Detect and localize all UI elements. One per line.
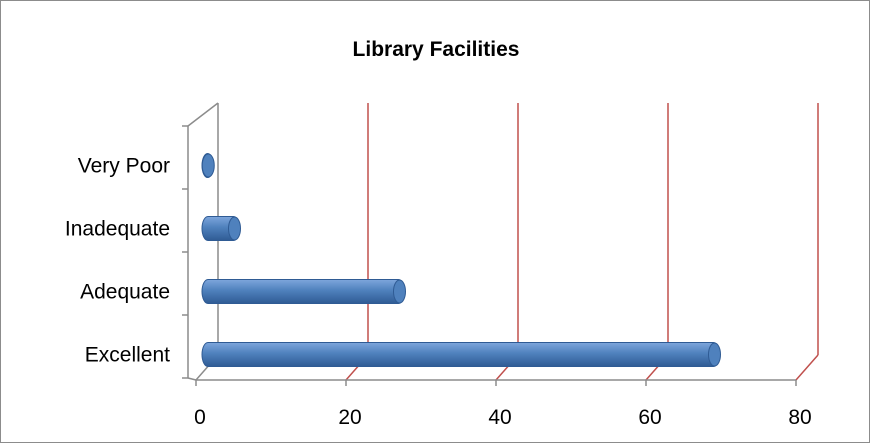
bar [201,216,241,241]
gridline-floor [795,354,819,381]
bar [201,279,406,304]
tick-labels: 0 20 40 60 80 Excellent Adequate Inadequate Very… [65,155,812,430]
y-axis-bottom-line [187,377,197,381]
y-tick-label: Inadequate [65,218,170,241]
x-tick-label: 40 [488,406,511,429]
bar-body [201,342,720,367]
bar-body [201,279,405,304]
x-tick-label: 20 [338,406,361,429]
bar-cap [228,216,241,241]
bar-cap [708,342,721,367]
bar-cap [201,153,215,178]
bar [201,153,215,178]
x-tick-label: 0 [194,406,206,429]
bar [201,342,721,367]
y-tick-label: Very Poor [78,155,170,178]
chart-title: Library Facilities [352,38,520,61]
x-tick-label: 80 [788,406,811,429]
y-axis-top-line [187,102,219,127]
gridlines [345,103,819,381]
y-tick-label: Adequate [80,281,170,304]
y-tick-label: Excellent [85,344,170,367]
x-tick-label: 60 [638,406,661,429]
bars [201,153,721,367]
bar-cap [393,279,406,304]
